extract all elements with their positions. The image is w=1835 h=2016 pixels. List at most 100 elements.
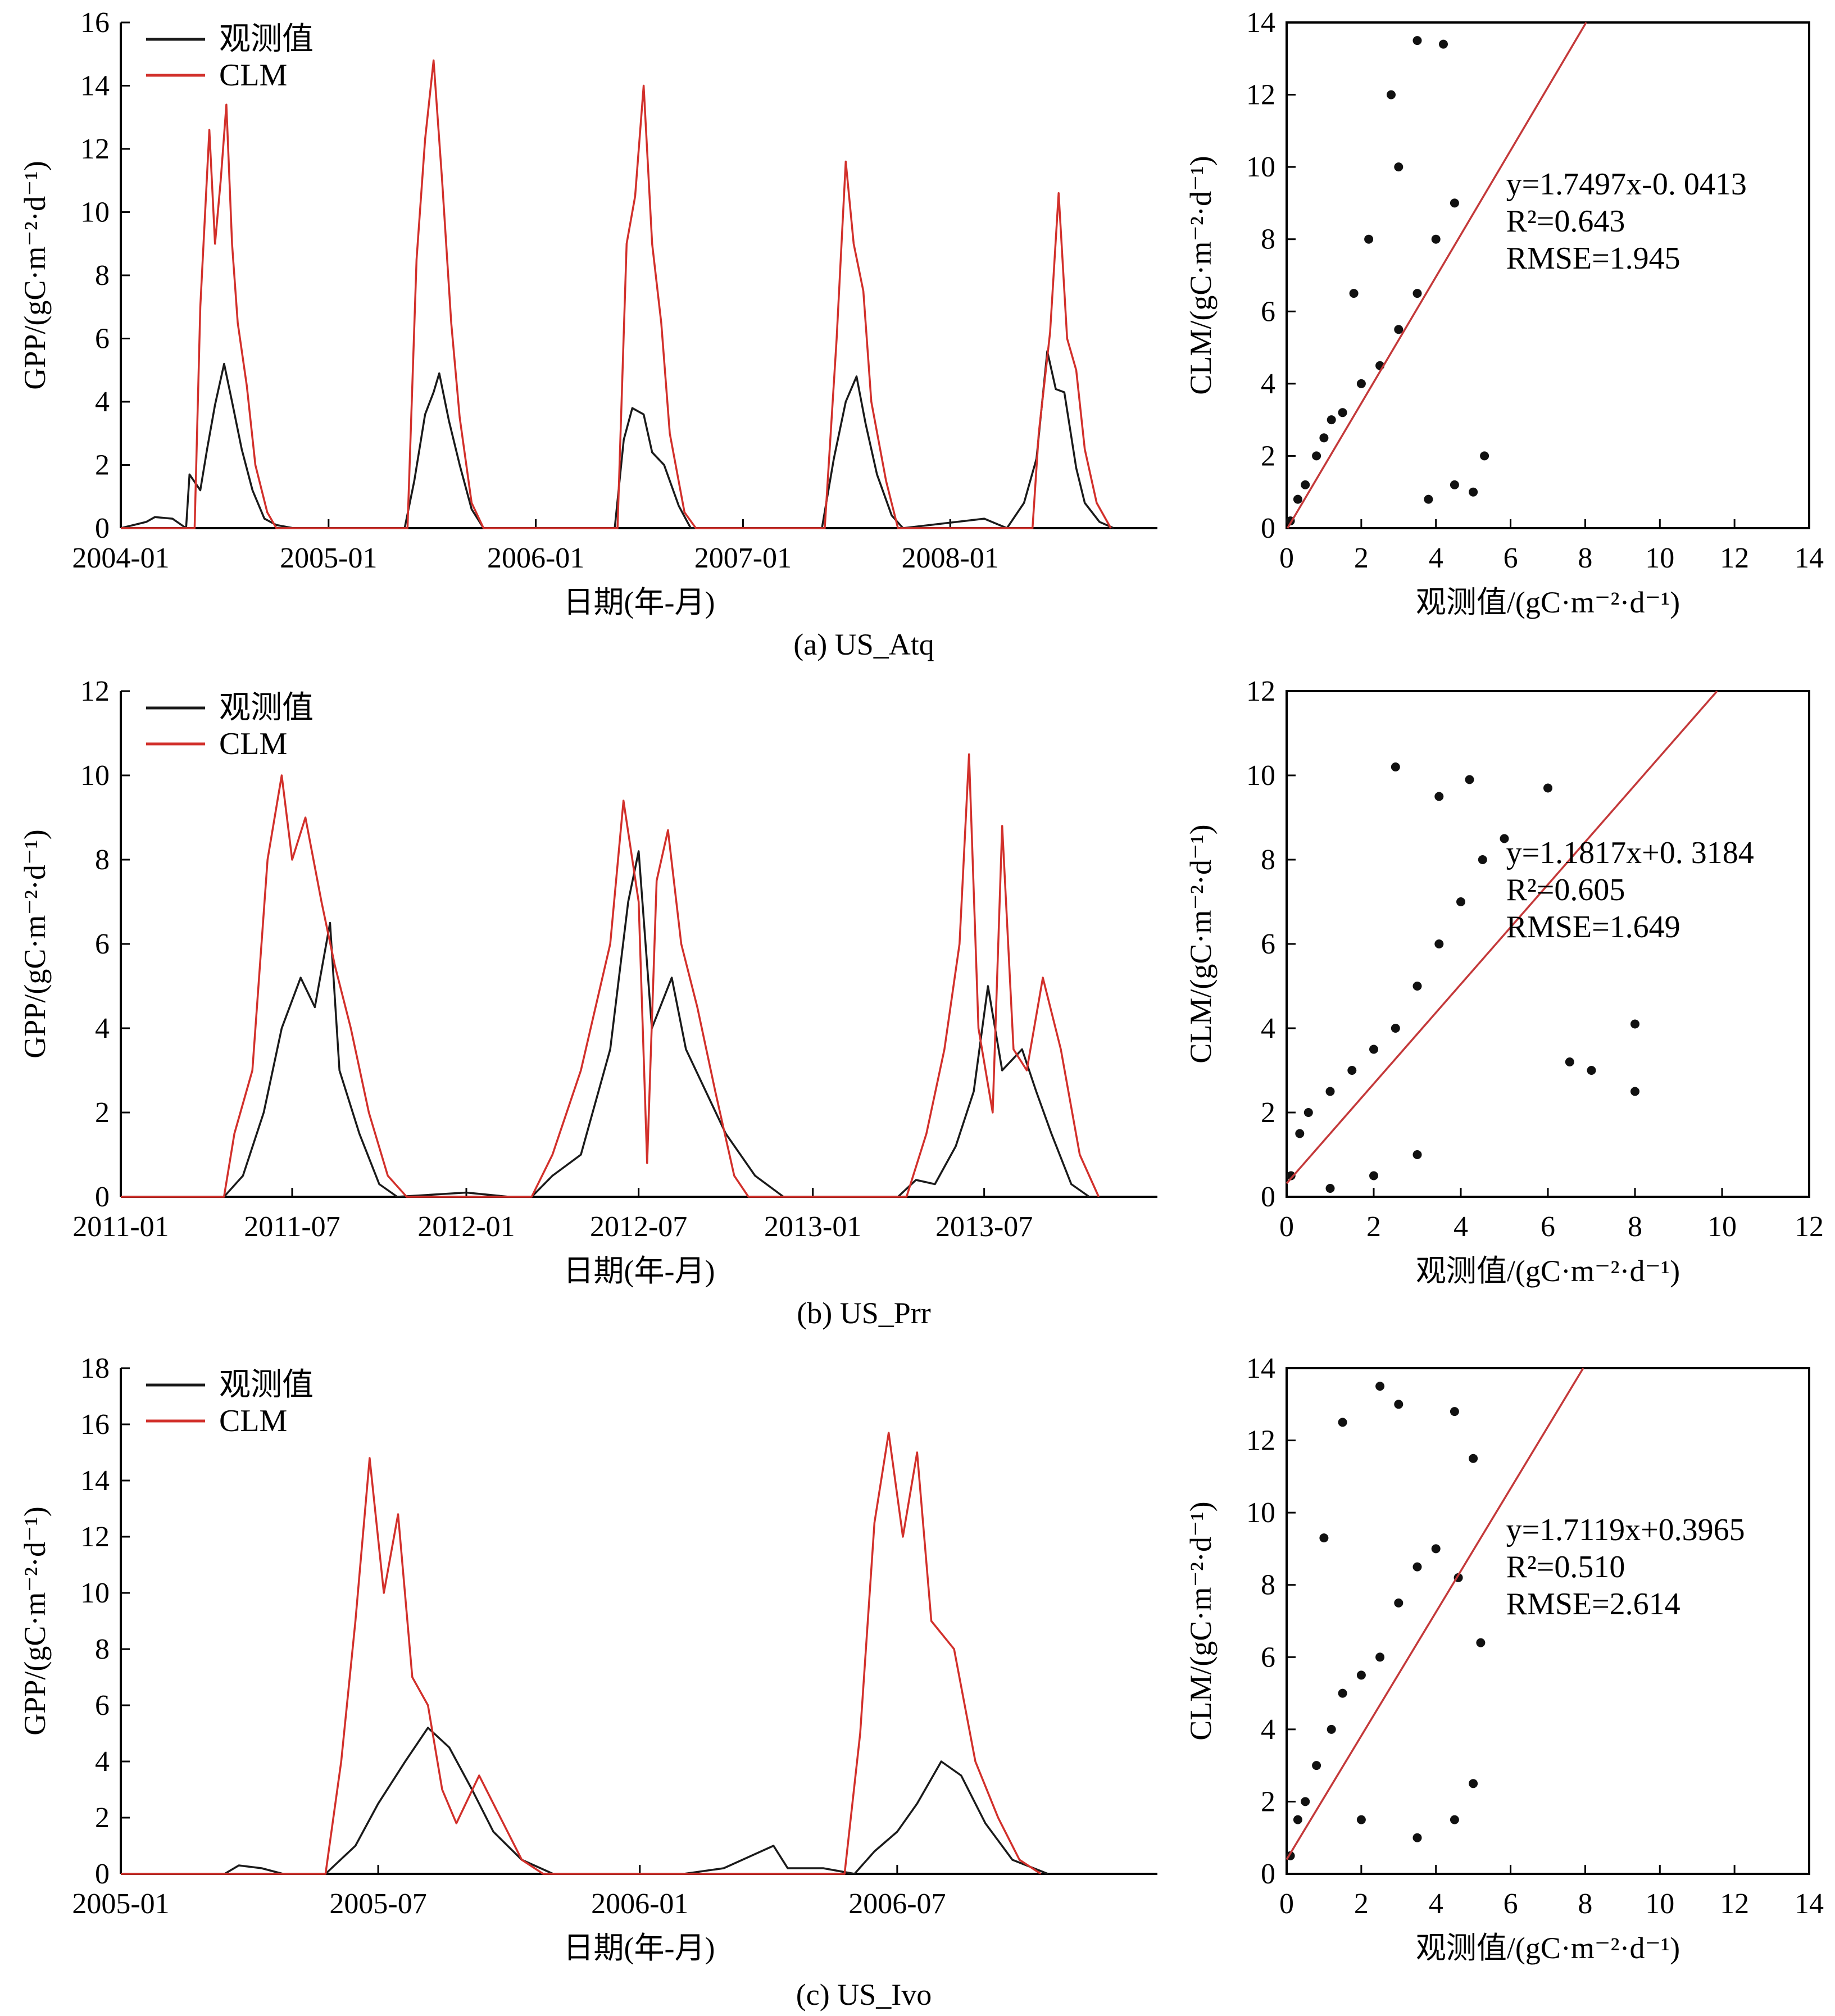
scatter-point (1480, 451, 1489, 461)
series-line-clm (121, 753, 1100, 1198)
y-tick-label: 16 (80, 1409, 110, 1441)
y-tick-label: 8 (1261, 224, 1275, 256)
scatter-point (1325, 1184, 1335, 1193)
y-tick-label: 12 (1246, 1425, 1275, 1457)
regression-line (1287, 22, 1587, 529)
scatter-point (1391, 762, 1400, 771)
x-tick-label: 2012-07 (590, 1211, 687, 1243)
scatter-point (1369, 1171, 1378, 1180)
scatter-point (1338, 1688, 1347, 1698)
x-tick-label: 2005-01 (280, 542, 377, 574)
legend-label: 观测值 (219, 691, 314, 725)
scatter-point (1469, 1454, 1478, 1463)
series-line-observed (120, 350, 1114, 529)
x-tick-label: 4 (1454, 1211, 1468, 1243)
y-tick-label: 4 (95, 1012, 110, 1045)
scatter-point (1369, 1045, 1378, 1054)
scatter-point (1375, 1382, 1385, 1391)
y-tick-label: 8 (95, 260, 110, 292)
scatter-point (1424, 494, 1433, 504)
scatter-point (1286, 1171, 1296, 1180)
x-axis-label: 观测值/(gC·m⁻²·d⁻¹) (1416, 1254, 1680, 1288)
scatter-point (1312, 451, 1321, 461)
plot-frame (1286, 1367, 1810, 1875)
scatter-point (1412, 36, 1422, 46)
scatter-point (1587, 1066, 1596, 1075)
y-axis-label: GPP/(gC·m⁻²·d⁻¹) (18, 161, 52, 389)
x-tick-label: 2013-07 (935, 1211, 1033, 1243)
y-tick-label: 6 (1261, 1641, 1275, 1673)
y-tick-label: 6 (95, 323, 110, 355)
series-line-clm (121, 59, 1112, 529)
y-axis-label: CLM/(gC·m⁻²·d⁻¹) (1184, 824, 1218, 1063)
regression-stat: R²=0.510 (1506, 1550, 1625, 1584)
regression-line (1286, 1368, 1584, 1860)
scatter-point (1347, 1066, 1357, 1075)
scatter-point (1565, 1057, 1574, 1066)
chart-b_ts: 0 2 4 6 8 10 12 2011-01 2011-07 2012-01 2012-07 201… (18, 675, 1157, 1330)
y-tick-label: 0 (95, 1181, 110, 1213)
scatter-point (1356, 1670, 1366, 1680)
panel-caption: (b) US_Prr (797, 1296, 931, 1330)
y-tick-label: 2 (95, 1802, 110, 1834)
series-line-observed (121, 1727, 1048, 1875)
x-tick-label: 8 (1578, 542, 1592, 574)
x-tick-label: 2004-01 (72, 542, 169, 574)
y-tick-label: 10 (80, 197, 110, 229)
y-tick-label: 6 (95, 928, 110, 960)
scatter-point (1338, 408, 1347, 417)
y-tick-label: 6 (1261, 296, 1275, 328)
chart-a_ts: 0 2 4 6 8 10 12 14 16 2004-01 2005-01 2006-01 2007-0… (18, 7, 1157, 661)
y-tick-label: 12 (1246, 79, 1275, 111)
scatter-point (1391, 1024, 1400, 1033)
y-tick-label: 8 (1261, 844, 1275, 876)
scatter-point (1476, 1638, 1486, 1647)
x-axis-label: 日期(年-月) (564, 585, 715, 619)
y-tick-label: 8 (95, 1633, 110, 1665)
regression-stat: y=1.7119x+0.3965 (1506, 1513, 1745, 1547)
panel-caption: (c) US_Ivo (796, 1978, 932, 2012)
x-tick-label: 2011-01 (72, 1211, 169, 1243)
scatter-point (1327, 1724, 1336, 1734)
x-tick-label: 2007-01 (694, 542, 792, 574)
y-tick-label: 10 (1246, 1497, 1275, 1529)
chart-c_ts: 0 2 4 6 8 10 12 14 16 18 2005-01 2005-07 2006-01 2006… (18, 1352, 1157, 2012)
regression-line (1286, 690, 1718, 1184)
scatter-point (1439, 39, 1448, 49)
y-axis-label: GPP/(gC·m⁻²·d⁻¹) (18, 829, 52, 1058)
scatter-point (1543, 783, 1552, 793)
scatter-point (1394, 162, 1403, 172)
scatter-point (1303, 1108, 1313, 1117)
y-tick-label: 4 (95, 386, 110, 418)
scatter-point (1412, 1833, 1422, 1842)
scatter-point (1500, 834, 1509, 843)
chart-c_sc: 0 2 4 6 8 10 12 14 0 2 4 6 8 10 12 14 观测值/(gC·m⁻²·d⁻¹) CL… (1184, 1352, 1824, 1965)
y-axis-label: CLM/(gC·m⁻²·d⁻¹) (1184, 156, 1218, 394)
y-tick-label: 0 (1261, 512, 1275, 544)
scatter-point (1394, 1400, 1403, 1409)
x-tick-label: 14 (1795, 1888, 1824, 1920)
scatter-point (1434, 792, 1444, 801)
y-tick-label: 2 (95, 1097, 110, 1129)
scatter-point (1412, 982, 1422, 991)
scatter-point (1450, 198, 1459, 208)
legend-label: 观测值 (219, 1368, 314, 1402)
scatter-point (1319, 1533, 1329, 1543)
scatter-point (1412, 289, 1422, 298)
x-tick-label: 2006-01 (487, 542, 584, 574)
scatter-point (1356, 379, 1366, 388)
scatter-point (1387, 90, 1396, 99)
x-tick-label: 2011-07 (244, 1211, 340, 1243)
y-tick-label: 2 (1261, 1786, 1275, 1818)
y-tick-label: 2 (1261, 440, 1275, 472)
plot-frame (1286, 21, 1810, 529)
x-tick-label: 0 (1279, 1888, 1294, 1920)
x-tick-label: 2 (1354, 542, 1369, 574)
regression-stat: y=1.7497x-0. 0413 (1506, 167, 1747, 202)
scatter-point (1434, 939, 1444, 948)
x-tick-label: 2008-01 (902, 542, 999, 574)
x-axis-label: 日期(年-月) (564, 1254, 715, 1288)
scatter-point (1450, 480, 1459, 489)
y-tick-label: 10 (1246, 151, 1275, 183)
